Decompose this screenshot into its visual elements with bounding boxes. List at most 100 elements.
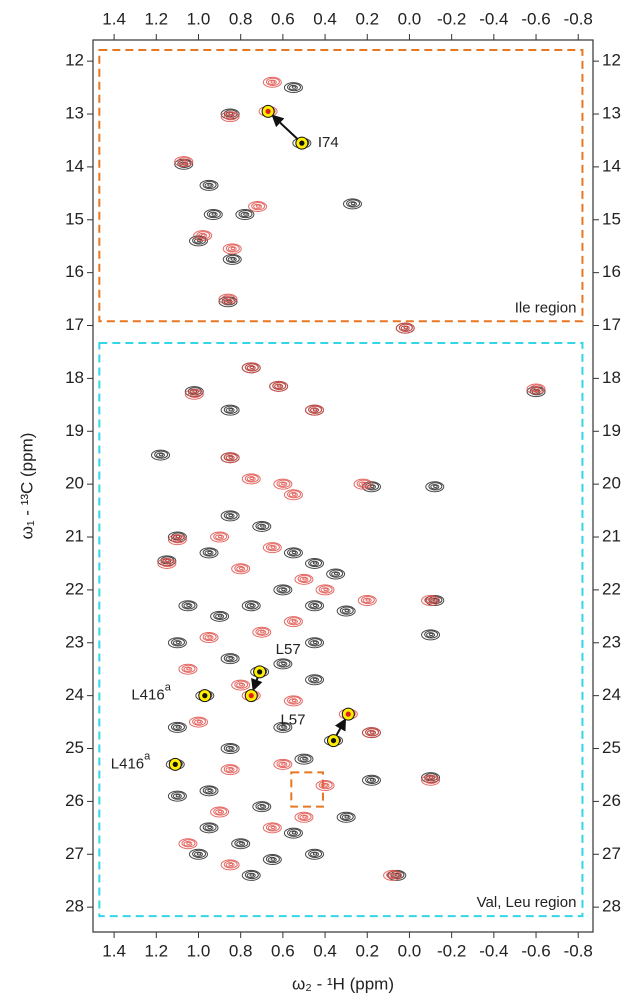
contour [238,209,253,219]
contour [210,806,230,818]
contour [326,568,346,580]
contour [288,550,298,556]
peak [210,531,230,543]
contour [184,388,204,400]
contour [262,822,282,834]
peak [241,600,261,612]
y-tick-label-right: 17 [602,315,621,334]
peak [395,322,415,334]
contour [426,777,436,783]
contour [193,719,203,725]
contour [358,481,368,487]
peak [294,753,314,765]
contour [223,744,238,753]
arrow [334,718,347,736]
contour [240,211,250,218]
contour [181,601,196,610]
region-box [290,771,324,808]
contour [248,201,268,213]
contour [320,587,330,593]
peak [383,869,403,881]
x-tick-label-top: 0.4 [313,9,337,28]
contour [403,326,409,330]
contour [210,610,230,622]
contour [276,722,291,732]
peak [220,452,240,464]
contour [165,561,170,565]
peak [273,478,293,490]
peak [231,838,251,850]
y-tick-label: 22 [65,579,84,598]
contour [220,859,240,871]
contour [234,839,249,848]
contour [308,638,323,647]
peak [241,473,261,485]
y-tick-label: 26 [65,791,84,810]
contour [283,695,303,707]
contour [238,683,244,687]
contour [228,862,234,867]
contour [252,520,272,532]
peak [199,547,219,559]
x-tick-label: 0.4 [313,941,337,960]
peak [210,610,230,622]
contour [398,323,413,332]
contour [312,640,318,644]
contour [175,725,181,729]
contour [276,759,291,769]
peak-label-sup: a [165,682,172,694]
peak [220,743,240,755]
contour [251,202,266,211]
peak [305,600,325,612]
contour [272,381,287,391]
region-box [98,49,584,323]
contour [341,608,351,614]
contour [204,825,214,831]
peak [188,716,208,728]
contour [336,811,356,823]
contour [273,758,293,770]
contour [353,478,373,490]
contour [225,745,235,752]
contour [310,851,320,857]
peak [361,774,381,786]
x-tick-label-top: -0.8 [564,9,593,28]
contour [178,838,198,850]
peak [342,198,362,210]
contour [265,855,280,864]
peak [178,663,198,675]
contour [225,407,235,413]
contour [249,873,255,877]
contour [188,848,208,860]
highlight-core [257,669,263,675]
contour [207,550,212,555]
contour [425,594,445,606]
contour [276,479,291,488]
contour [172,640,182,646]
contour [246,365,256,371]
contour [302,815,307,819]
y-tick-label-right: 18 [602,368,621,387]
x-tick-label-top: 0.6 [271,9,295,28]
contour [220,404,240,416]
contour [186,667,191,671]
contour [262,76,282,88]
contour [175,640,181,644]
peak [425,481,445,493]
peak [222,243,242,255]
contour [156,452,166,458]
peak [421,629,441,641]
contour [199,785,219,797]
peak [273,758,293,770]
contour [310,677,320,683]
contour [226,297,231,301]
y-tick-label-right: 22 [602,579,621,598]
contour [183,603,193,609]
peak [262,854,282,866]
peak [167,790,187,802]
contour [320,782,330,789]
arrow [251,677,263,692]
y-tick-label-right: 19 [602,421,621,440]
contour [308,558,323,568]
peak-label: L57 [280,712,305,729]
